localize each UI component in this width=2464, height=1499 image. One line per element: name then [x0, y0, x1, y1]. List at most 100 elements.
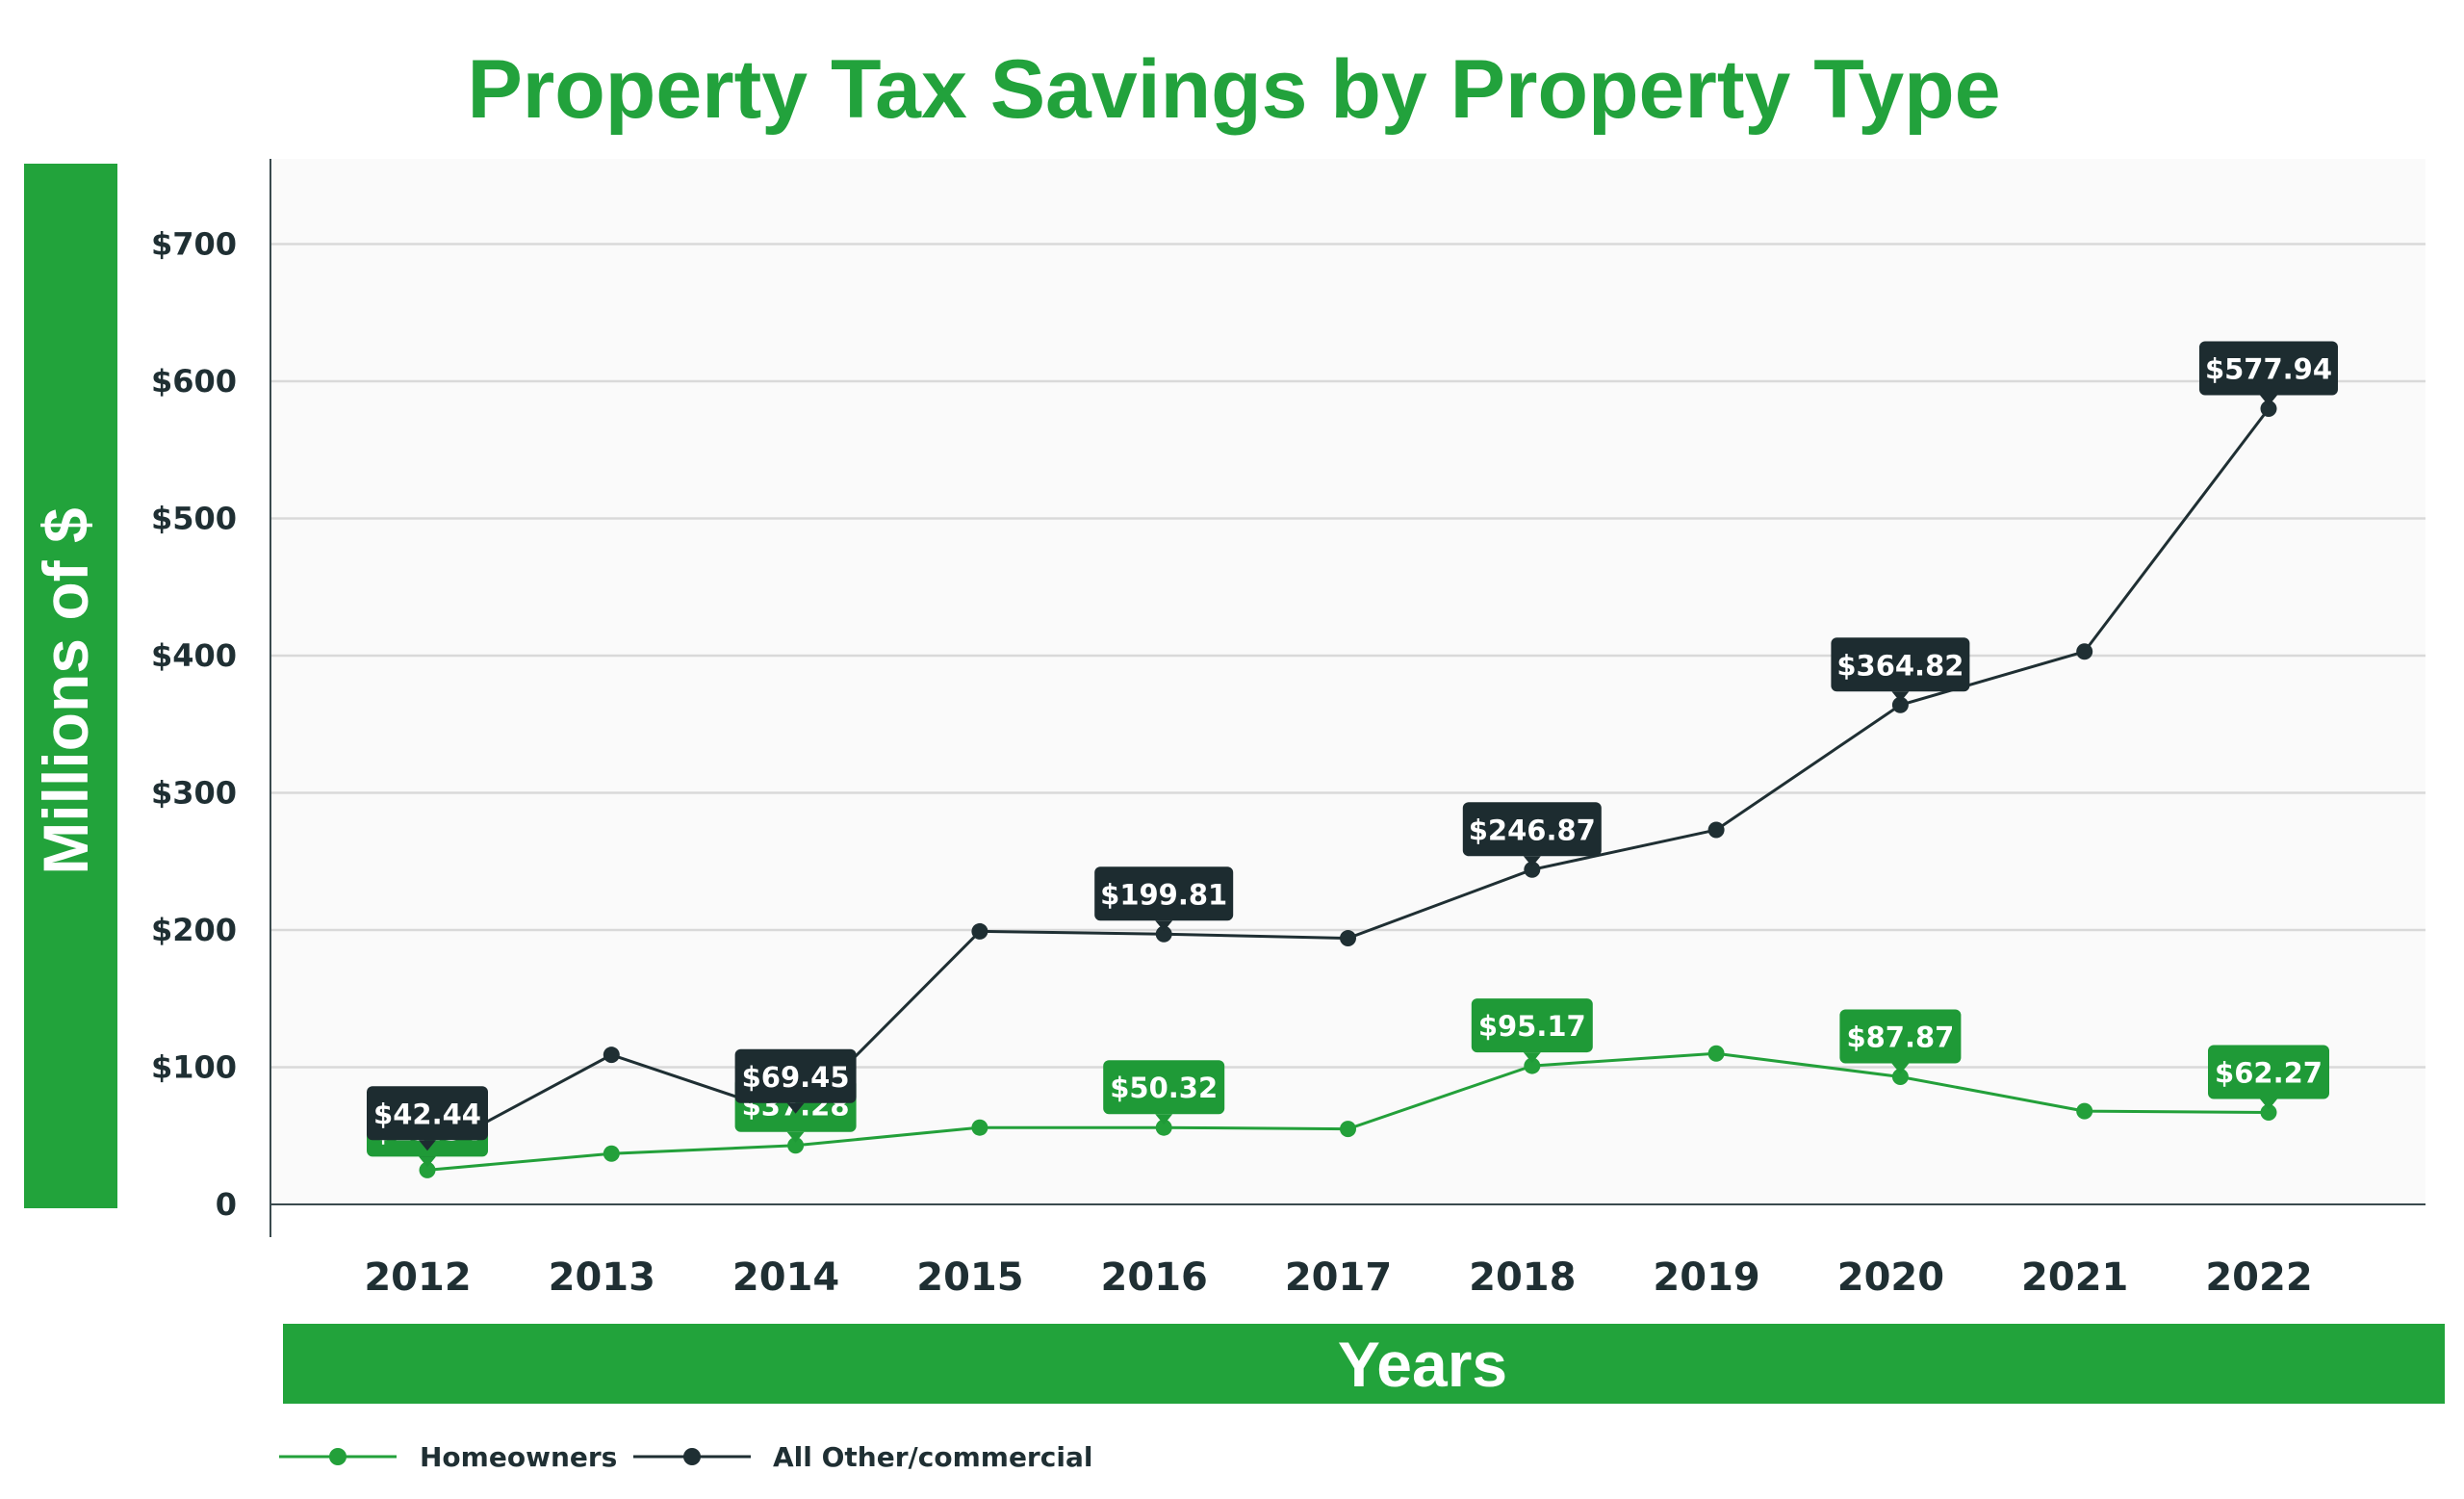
- legend-label-homeowners: Homeowners: [420, 1441, 617, 1473]
- series-homeowners: [419, 1045, 2277, 1178]
- x-tick-label: 2016: [1101, 1255, 1208, 1300]
- data-label-text: $62.27: [2215, 1057, 2323, 1090]
- legend-marker-commercial: [683, 1448, 701, 1465]
- x-tick-label: 2021: [2021, 1255, 2128, 1300]
- y-tick-label: $400: [151, 637, 237, 674]
- data-label-commercial: $69.45: [734, 1048, 857, 1114]
- data-label-pointer: [1155, 1114, 1173, 1125]
- y-tick-label: $600: [151, 363, 237, 400]
- data-point-homeowners: [603, 1145, 620, 1162]
- y-tick-label: $500: [151, 501, 237, 537]
- y-axis-label-band: [24, 164, 117, 1208]
- data-point-commercial: [1155, 925, 1172, 943]
- data-label-box: [2199, 341, 2338, 396]
- data-label-box: [1471, 998, 1593, 1053]
- data-label-text: $246.87: [1469, 814, 1596, 846]
- data-label-box: [1094, 866, 1234, 921]
- data-label-text: $87.87: [1846, 1021, 1954, 1053]
- gridlines: [270, 243, 2426, 1069]
- x-tick-label: 2019: [1653, 1255, 1759, 1300]
- data-label-text: $95.17: [1478, 1010, 1586, 1043]
- data-label-homeowners: $95.17: [1471, 998, 1593, 1064]
- data-point-homeowners: [1524, 1057, 1541, 1074]
- data-label-box: [1839, 1009, 1962, 1064]
- x-axis-ticks: 2012 2013 2014 2015 2016 2017 2018 2019 2020 2021…: [364, 1255, 2312, 1300]
- data-label-box: [1462, 802, 1602, 857]
- data-label-box: [1831, 637, 1970, 692]
- data-label-commercial: $364.82: [1831, 637, 1970, 703]
- data-point-homeowners: [787, 1137, 805, 1154]
- y-tick-label: $100: [151, 1049, 237, 1086]
- data-label-commercial: $42.44: [367, 1086, 488, 1151]
- y-tick-label: $300: [151, 775, 237, 812]
- data-label-homeowners: $87.87: [1839, 1009, 1962, 1074]
- x-tick-label: 2018: [1469, 1255, 1576, 1300]
- x-axis-label: Years: [1338, 1329, 1507, 1400]
- data-label-text: $577.94: [2205, 353, 2332, 386]
- legend-item-commercial: All Other/commercial: [633, 1441, 1092, 1473]
- data-point-homeowners: [419, 1161, 436, 1178]
- x-tick-label: 2017: [1285, 1255, 1392, 1300]
- x-axis-label-band: [283, 1324, 2445, 1404]
- data-label-pointer: [419, 1140, 436, 1151]
- data-label-commercial: $199.81: [1094, 866, 1234, 932]
- x-tick-label: 2014: [732, 1255, 839, 1300]
- plot-area: [270, 159, 2426, 1205]
- data-label-pointer: [1891, 1063, 1910, 1074]
- x-tick-label: 2022: [2205, 1255, 2312, 1300]
- data-label-text: $42.44: [373, 1098, 481, 1130]
- data-point-commercial: [971, 922, 988, 940]
- data-label-commercial: $577.94: [2199, 341, 2338, 406]
- data-label-commercial: $246.87: [1462, 802, 1602, 867]
- data-label-box: [2208, 1045, 2329, 1099]
- y-tick-label: $200: [151, 912, 237, 948]
- data-label-pointer: [1155, 920, 1173, 932]
- legend-label-commercial: All Other/commercial: [773, 1441, 1092, 1473]
- data-point-commercial: [2076, 643, 2093, 660]
- legend-item-homeowners: Homeowners: [279, 1441, 617, 1473]
- x-tick-label: 2020: [1837, 1255, 1944, 1300]
- data-point-homeowners: [2076, 1102, 2093, 1120]
- data-label-pointer: [786, 1102, 805, 1114]
- data-label-pointer: [1523, 856, 1541, 867]
- data-point-commercial: [1707, 821, 1725, 839]
- chart-title: Property Tax Savings by Property Type: [467, 43, 2000, 136]
- data-label-pointer: [419, 1156, 436, 1168]
- data-label-text: $50.32: [1110, 1072, 1218, 1104]
- data-point-homeowners: [1340, 1121, 1356, 1138]
- data-label-homeowners: $50.32: [1103, 1060, 1225, 1125]
- x-tick-label: 2015: [916, 1255, 1023, 1300]
- data-label-box: [1103, 1060, 1225, 1115]
- data-label-pointer: [1891, 691, 1910, 703]
- data-point-homeowners: [2260, 1104, 2277, 1122]
- data-label-box: [367, 1086, 488, 1141]
- y-tick-label: $700: [151, 226, 237, 263]
- y-axis-ticks: 0 $100 $200 $300 $400 $500 $600 $700: [151, 226, 237, 1224]
- data-point-homeowners: [1155, 1119, 1172, 1136]
- data-label-pointer: [1523, 1052, 1541, 1064]
- legend-marker-homeowners: [329, 1448, 346, 1465]
- data-point-homeowners: [971, 1119, 988, 1136]
- data-point-commercial: [1340, 930, 1356, 947]
- data-point-homeowners: [1707, 1045, 1725, 1062]
- data-point-homeowners: [1891, 1068, 1909, 1085]
- legend: Homeowners All Other/commercial: [279, 1441, 1092, 1473]
- y-tick-label: 0: [216, 1186, 237, 1223]
- x-tick-label: 2013: [549, 1255, 655, 1300]
- data-label-text: $364.82: [1836, 649, 1964, 682]
- y-axis-label: Millions of $: [30, 507, 101, 874]
- data-labels: $19.54$37.28$50.32$95.17$87.87$62.27$42.…: [367, 341, 2338, 1168]
- data-point-commercial: [603, 1047, 620, 1064]
- data-point-commercial: [1524, 861, 1541, 878]
- data-label-pointer: [786, 1131, 805, 1143]
- data-label-homeowners: $62.27: [2208, 1045, 2329, 1110]
- data-label-pointer: [2260, 1098, 2277, 1110]
- x-tick-label: 2012: [364, 1255, 471, 1300]
- data-label-text: $199.81: [1100, 878, 1227, 911]
- data-point-commercial: [2260, 401, 2277, 417]
- data-point-commercial: [1891, 696, 1909, 713]
- data-label-pointer: [2260, 395, 2277, 406]
- data-label-box: [734, 1048, 857, 1103]
- data-label-text: $69.45: [742, 1061, 850, 1094]
